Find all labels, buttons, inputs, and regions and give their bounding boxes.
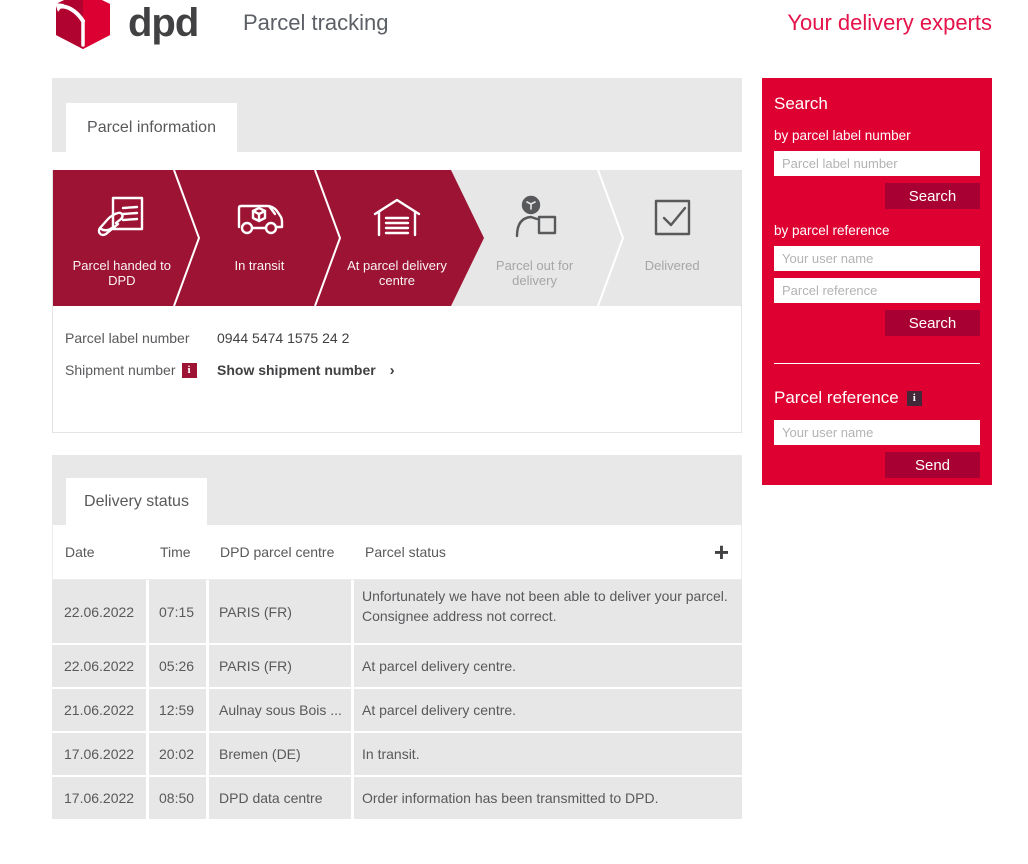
by-parcel-reference-heading: by parcel reference [774, 223, 890, 238]
parcel-reference-heading: Parcel reference [774, 388, 899, 407]
parcel-reference-info-icon[interactable]: i [906, 390, 922, 406]
cell-centre: PARIS (FR) [209, 580, 351, 643]
step-parcel-out-for-delivery: Parcel out for delivery [466, 170, 604, 306]
table-row: 17.06.2022 20:02 Bremen (DE) In transit. [52, 733, 742, 775]
progress-completed-region [53, 170, 484, 306]
cell-date: 22.06.2022 [52, 645, 146, 687]
parcel-information-body: Parcel handed to DPD [52, 170, 742, 433]
step-label: Parcel handed to DPD [72, 258, 171, 288]
column-header-status: Parcel status [365, 544, 446, 560]
cell-time: 07:15 [149, 580, 206, 643]
tab-delivery-status-label: Delivery status [84, 492, 189, 510]
tagline: Your delivery experts [787, 10, 992, 35]
step-delivered: Delivered [603, 170, 741, 306]
parcel-label-number-label: Parcel label number [65, 330, 190, 346]
cell-centre: PARIS (FR) [209, 645, 351, 687]
cell-date: 17.06.2022 [52, 777, 146, 819]
column-header-time: Time [160, 544, 191, 560]
shipment-number-label: Shipment number [65, 362, 176, 378]
cell-status: Order information has been transmitted t… [354, 777, 742, 819]
cell-centre: Aulnay sous Bois ... [209, 689, 351, 731]
cell-centre: Bremen (DE) [209, 733, 351, 775]
send-button[interactable]: Send [885, 452, 980, 478]
cell-status: At parcel delivery centre. [354, 645, 742, 687]
delivery-status-tabstrip: Delivery status [52, 455, 742, 525]
cell-status: At parcel delivery centre. [354, 689, 742, 731]
tab-delivery-status[interactable]: Delivery status [66, 478, 207, 525]
cell-date: 17.06.2022 [52, 733, 146, 775]
cell-centre: DPD data centre [209, 777, 351, 819]
cell-status: Unfortunately we have not been able to d… [354, 580, 742, 643]
cell-time: 20:02 [149, 733, 206, 775]
cell-time: 08:50 [149, 777, 206, 819]
table-header: Date Time DPD parcel centre Parcel statu… [52, 525, 742, 580]
parcel-label-number-value: 0944 5474 1575 24 2 [217, 330, 350, 346]
table-row: 21.06.2022 12:59 Aulnay sous Bois ... At… [52, 689, 742, 731]
step-in-transit: In transit [191, 170, 329, 306]
cell-status: In transit. [354, 733, 742, 775]
dpd-logo-text: dpd [128, 0, 199, 45]
parcel-information-panel: Parcel information [52, 78, 742, 433]
cell-date: 21.06.2022 [52, 689, 146, 731]
by-parcel-label-number-heading: by parcel label number [774, 128, 911, 143]
search-title: Search [774, 94, 828, 113]
show-shipment-number-link[interactable]: Show shipment number › [217, 362, 395, 379]
parcel-label-number-row: Parcel label number 0944 5474 1575 24 2 [65, 322, 741, 354]
cell-time: 05:26 [149, 645, 206, 687]
dpd-logo: dpd [52, 0, 199, 50]
search-by-reference-button[interactable]: Search [885, 310, 980, 336]
step-label: Delivered [644, 258, 700, 273]
show-shipment-number-text: Show shipment number [217, 361, 376, 378]
search-by-label-button[interactable]: Search [885, 183, 980, 209]
cell-date: 22.06.2022 [52, 580, 146, 643]
step-label: At parcel delivery centre [347, 258, 447, 288]
sidebar-divider [774, 363, 980, 364]
depot-icon [369, 190, 425, 246]
search-sidebar: Search by parcel label number Search by … [762, 78, 992, 485]
step-at-parcel-delivery-centre: At parcel delivery centre [328, 170, 466, 306]
step-parcel-handed-to-dpd: Parcel handed to DPD [53, 170, 191, 306]
parcel-label-number-input[interactable] [774, 151, 980, 176]
column-header-centre: DPD parcel centre [220, 544, 335, 560]
tab-parcel-information[interactable]: Parcel information [66, 103, 237, 152]
shipment-info-icon[interactable]: i [181, 362, 197, 378]
username-input[interactable] [774, 246, 980, 271]
step-label: In transit [234, 258, 285, 273]
column-header-date: Date [65, 544, 95, 560]
page-title: Parcel tracking [243, 10, 389, 35]
courier-icon [507, 190, 563, 246]
van-icon [231, 190, 287, 246]
delivery-status-panel: Delivery status Date Time DPD parcel cen… [52, 455, 742, 821]
step-label: Parcel out for delivery [495, 258, 574, 288]
table-row: 22.06.2022 07:15 PARIS (FR) Unfortunatel… [52, 580, 742, 643]
tab-parcel-information-label: Parcel information [87, 118, 216, 136]
table-row: 17.06.2022 08:50 DPD data centre Order i… [52, 777, 742, 819]
table-row: 22.06.2022 05:26 PARIS (FR) At parcel de… [52, 645, 742, 687]
shipment-number-row: Shipment number i Show shipment number › [65, 354, 741, 386]
hand-parcel-icon [94, 190, 150, 246]
dpd-cube-icon [52, 0, 114, 50]
parcel-reference-input[interactable] [774, 278, 980, 303]
checkbox-icon [644, 190, 700, 246]
chevron-right-icon: › [389, 361, 395, 379]
parcel-information-tabstrip: Parcel information [52, 78, 742, 152]
expand-all-icon[interactable]: + [713, 537, 729, 567]
tracking-progress-bar: Parcel handed to DPD [53, 170, 741, 306]
cell-time: 12:59 [149, 689, 206, 731]
parcel-details: Parcel label number 0944 5474 1575 24 2 … [53, 306, 741, 386]
reference-username-input[interactable] [774, 420, 980, 445]
